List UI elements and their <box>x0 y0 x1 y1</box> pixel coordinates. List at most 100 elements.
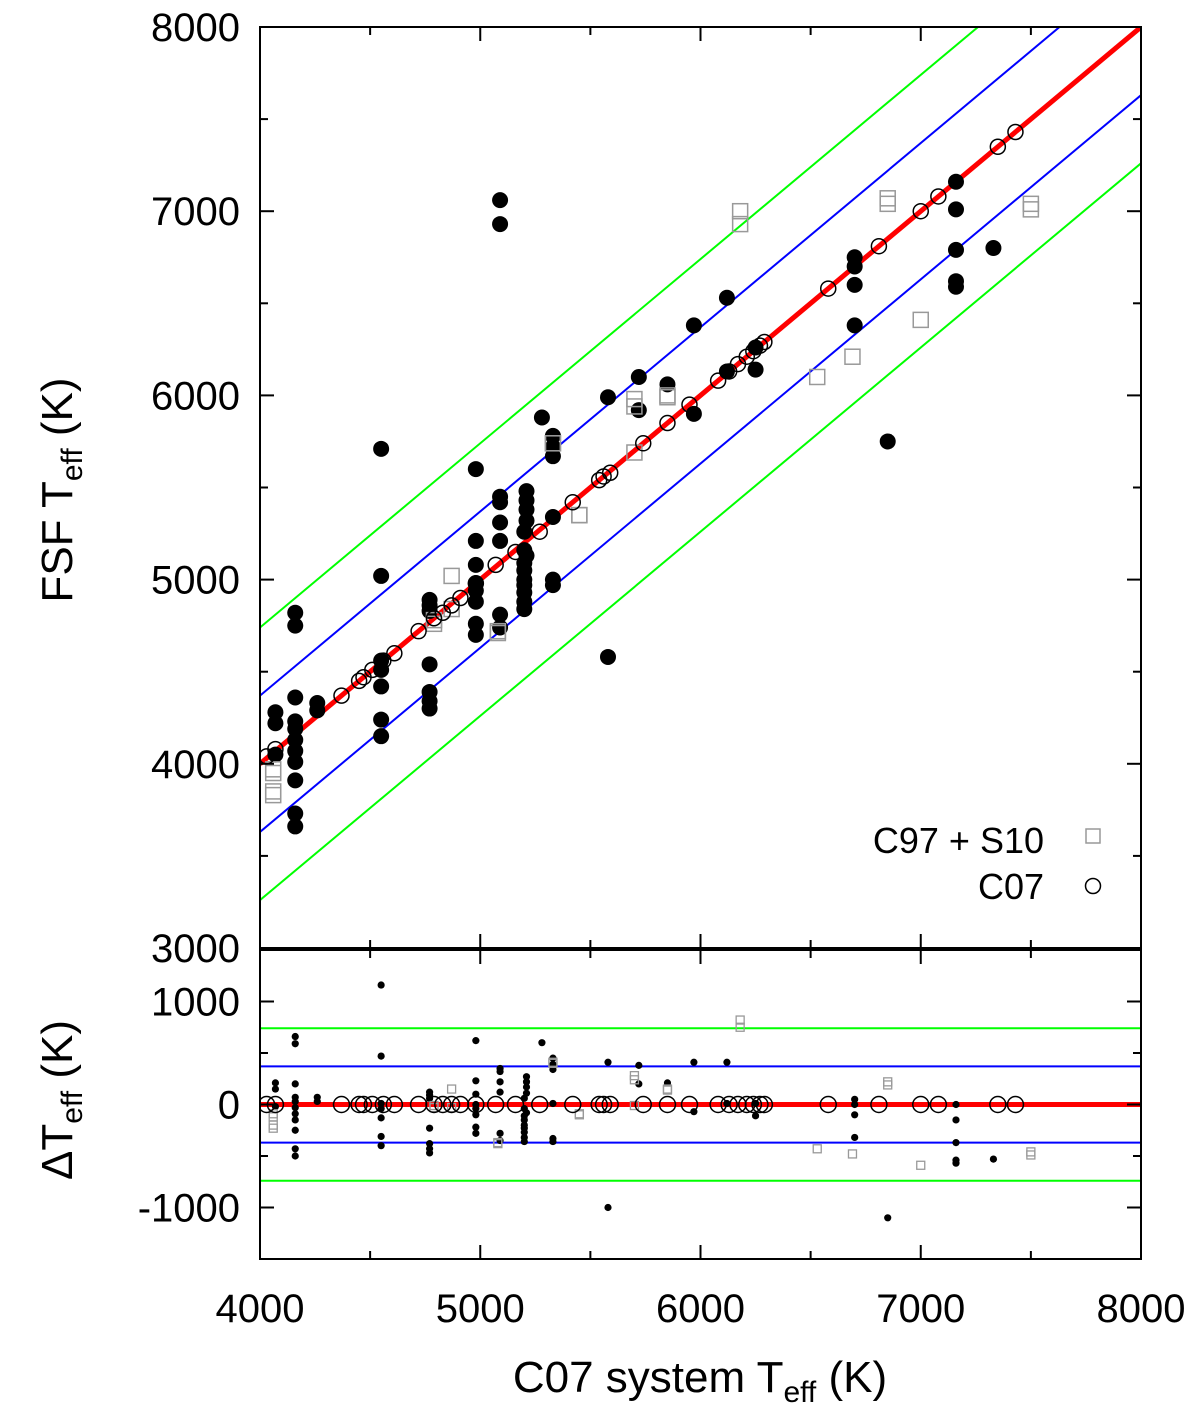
top-c07-point <box>1007 123 1024 141</box>
bottom-filled-point <box>952 1139 960 1147</box>
data-markers <box>260 123 1040 1222</box>
bottom-c07-point <box>260 1095 276 1114</box>
bottom-filled-point <box>496 1067 504 1076</box>
bottom-filled-point <box>635 1061 643 1069</box>
bottom-c07-point <box>385 1095 404 1114</box>
top-y-axis-title-main: FSF T <box>33 481 82 602</box>
top-fit-line <box>260 27 1141 766</box>
top-c97-s10-point <box>731 215 749 233</box>
bottom-y-tick-label: 1000 <box>151 981 240 1025</box>
top-filled-point <box>373 728 390 745</box>
top-filled-point <box>492 532 509 549</box>
top-filled-point <box>287 818 304 835</box>
bottom-c97-s10-point <box>735 1022 745 1032</box>
top-filled-point <box>287 753 304 770</box>
top-filled-point <box>467 615 484 632</box>
top-filled-point <box>630 402 647 419</box>
bottom-filled-point <box>291 1126 299 1134</box>
top-c07-point <box>452 589 469 607</box>
bottom-c97-s10-point <box>916 1160 926 1170</box>
top-c07-point <box>751 337 769 354</box>
top-filled-point <box>544 448 561 465</box>
bottom-c07-point <box>467 1095 485 1114</box>
bottom-c07-point <box>709 1095 727 1114</box>
top-c07-point <box>989 138 1007 155</box>
bottom-filled-point <box>549 1137 557 1146</box>
bottom-filled-point <box>520 1137 528 1146</box>
top-c97-s10-point <box>808 368 826 386</box>
bottom-c07-point <box>929 1095 948 1114</box>
x-tick-label: 6000 <box>656 1287 745 1331</box>
top-c07-point <box>634 435 652 452</box>
top-filled-point <box>846 317 863 334</box>
top-c07-point <box>350 672 368 690</box>
top-c97-s10-point <box>264 786 282 804</box>
top-filled-point <box>421 700 438 717</box>
legend-circle-marker <box>1084 877 1102 895</box>
top-filled-point <box>287 720 304 737</box>
top-c07-point <box>410 622 427 640</box>
bottom-y-axis-title-prefix: ΔT <box>33 1124 82 1180</box>
bottom-filled-point <box>522 1073 531 1081</box>
bottom-filled-point <box>425 1149 434 1157</box>
top-filled-point <box>373 711 390 728</box>
top-filled-point <box>373 440 390 457</box>
top-c97-s10-point <box>879 195 896 213</box>
top-plot-frame <box>259 26 1142 949</box>
top-c97-s10-point <box>1022 201 1040 218</box>
top-filled-point <box>287 742 304 759</box>
top-c07-point <box>467 575 485 592</box>
bottom-filled-point <box>522 1083 531 1091</box>
bottom-c07-point <box>590 1095 608 1114</box>
bottom-c07-point <box>738 1095 756 1114</box>
bottom-c07-point <box>989 1095 1007 1114</box>
top-c07-point <box>601 464 619 482</box>
top-filled-point <box>492 192 509 209</box>
bottom-filled-point <box>291 1080 299 1088</box>
bottom-filled-point <box>952 1159 960 1167</box>
top-filled-point <box>467 593 484 610</box>
bottom-filled-point <box>520 1116 528 1124</box>
bottom-y-tick-label: -1000 <box>138 1187 240 1231</box>
bottom-c97-s10-point <box>268 1120 278 1130</box>
legend-square-marker <box>1085 828 1101 844</box>
top-filled-point <box>630 368 647 385</box>
top-c07-point <box>487 556 504 574</box>
bottom-filled-point <box>291 1152 299 1160</box>
legend-label-c97-s10: C97 + S10 <box>873 820 1044 861</box>
top-c97-s10-point <box>571 506 588 524</box>
bottom-c07-point <box>680 1095 699 1114</box>
bottom-c97-s10-point <box>883 1080 893 1090</box>
top-filled-point <box>287 617 304 634</box>
legend-label-c07: C07 <box>978 866 1044 907</box>
bottom-filled-point <box>472 1077 480 1085</box>
bottom-filled-point <box>496 1078 504 1086</box>
top-filled-point <box>947 201 964 218</box>
bottom-filled-point <box>313 1097 321 1106</box>
top-filled-point <box>533 409 550 426</box>
bottom-filled-point <box>522 1089 531 1097</box>
top-y-axis-title-sub: eff <box>56 448 89 481</box>
top-c97-s10-point <box>264 761 282 778</box>
top-c07-point <box>386 645 403 662</box>
top-c07-point <box>267 740 284 758</box>
top-filled-point <box>467 556 484 573</box>
bottom-c97-s10-point <box>883 1077 893 1087</box>
top-filled-point <box>985 240 1002 257</box>
bottom-filled-point <box>522 1109 531 1117</box>
bottom-filled-point <box>291 1097 299 1106</box>
top-filled-point <box>421 602 438 619</box>
bottom-filled-point <box>751 1112 760 1120</box>
top-c07-point <box>507 543 524 561</box>
bottom-c97-s10-point <box>662 1084 673 1094</box>
top-inner-band-line <box>260 94 1141 833</box>
top-filled-point <box>287 805 304 822</box>
bottom-c07-point <box>425 1095 443 1114</box>
top-c07-point <box>870 237 888 255</box>
top-c07-point <box>659 414 676 432</box>
top-c07-point <box>912 202 929 220</box>
top-filled-point <box>544 577 561 594</box>
bottom-filled-point <box>884 1214 892 1222</box>
top-c97-s10-point <box>264 764 282 782</box>
bottom-c07-point <box>751 1095 769 1114</box>
